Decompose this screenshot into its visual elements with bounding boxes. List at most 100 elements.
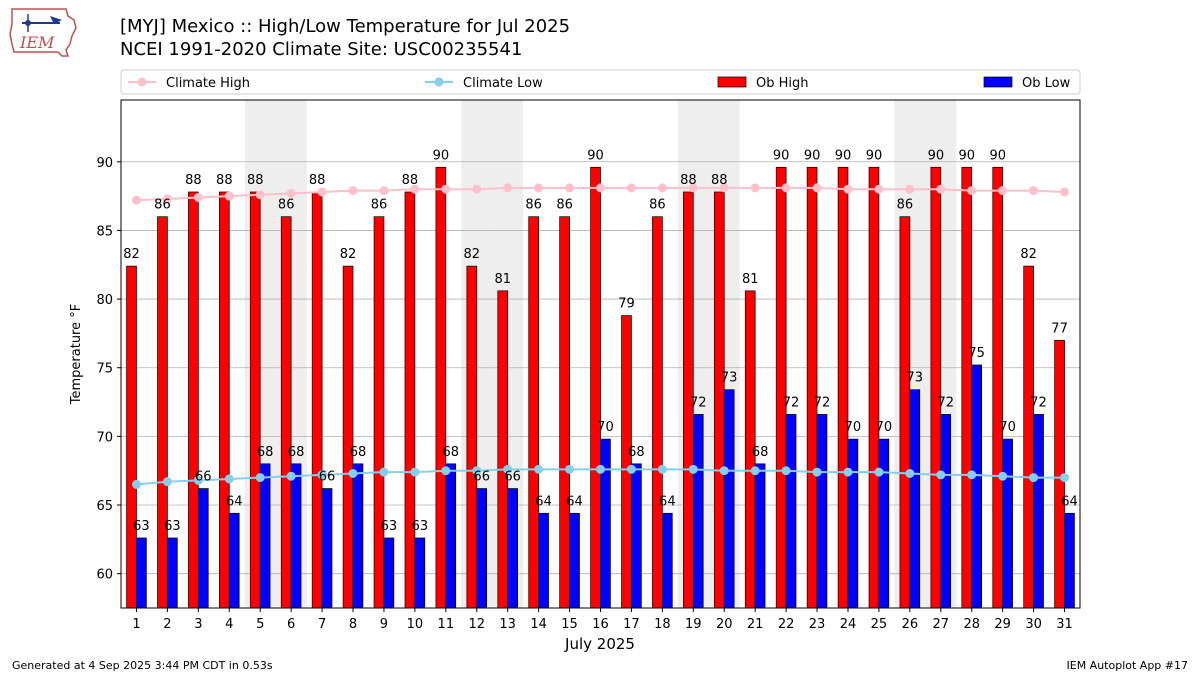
x-axis-label: July 2025 <box>564 635 635 653</box>
climate-low-point <box>657 464 667 474</box>
ob-high-label: 82 <box>1020 247 1037 262</box>
chart-subtitle: NCEI 1991-2020 Climate Site: USC00235541 <box>120 39 523 60</box>
climate-high-point <box>348 186 358 196</box>
ob-low-label: 68 <box>350 445 367 460</box>
ob-high-label: 86 <box>556 198 573 213</box>
climate-high-point <box>688 183 698 193</box>
ob-high-label: 81 <box>742 272 759 287</box>
ob-low-bar <box>383 537 395 609</box>
ob-low-label: 70 <box>999 420 1016 435</box>
ob-high-bar <box>188 191 199 609</box>
climate-low-point <box>750 466 760 476</box>
x-tick-label: 12 <box>468 617 485 632</box>
ob-low-label: 64 <box>535 494 552 509</box>
ob-low-bar <box>228 512 240 609</box>
x-tick-label: 26 <box>902 617 919 632</box>
ob-high-bar <box>497 290 509 609</box>
x-tick-label: 20 <box>716 617 733 632</box>
climate-high-point <box>626 183 636 193</box>
ob-high-bar <box>899 216 911 609</box>
ob-high-label: 88 <box>216 173 233 188</box>
ob-low-label: 72 <box>783 395 800 410</box>
ob-high-bar <box>713 191 725 609</box>
climate-low-point <box>626 464 636 474</box>
ob-high-bar <box>528 216 539 609</box>
ob-low-label: 63 <box>412 519 429 534</box>
x-tick-label: 13 <box>499 617 516 632</box>
climate-high-point <box>565 183 575 193</box>
x-tick-label: 18 <box>654 617 671 632</box>
ob-low-bar <box>878 438 890 609</box>
ob-low-bar <box>940 414 952 609</box>
ob-high-bar <box>621 315 632 609</box>
ob-low-bar <box>816 414 828 609</box>
climate-high-point <box>441 184 451 194</box>
climate-low-point <box>688 464 698 474</box>
climate-low-point <box>812 467 822 477</box>
ob-high-bar <box>590 166 601 609</box>
chart-title: [MYJ] Mexico :: High/Low Temperature for… <box>120 16 571 37</box>
climate-high-point <box>503 183 513 193</box>
ob-high-label: 82 <box>464 247 481 262</box>
climate-low-point <box>998 471 1008 481</box>
climate-low-point <box>224 474 234 484</box>
ob-high-label: 90 <box>959 148 976 163</box>
x-tick-label: 16 <box>592 617 609 632</box>
climate-high-point <box>410 184 420 194</box>
x-tick-label: 4 <box>225 617 233 632</box>
ob-high-bar <box>775 166 787 609</box>
climate-high-point <box>657 183 667 193</box>
ob-high-bar <box>652 216 663 609</box>
legend-label: Ob Low <box>1022 76 1071 91</box>
x-tick-label: 7 <box>318 617 326 632</box>
legend-label: Climate Low <box>463 76 543 91</box>
ob-high-label: 82 <box>123 247 140 262</box>
climate-low-point <box>410 467 420 477</box>
bars <box>126 166 1075 609</box>
ob-high-bar <box>219 191 230 609</box>
climate-high-point <box>534 183 544 193</box>
x-tick-label: 21 <box>747 617 764 632</box>
ob-low-bar <box>785 414 797 609</box>
climate-low-point <box>534 464 544 474</box>
ob-low-label: 64 <box>659 494 676 509</box>
ob-high-bar <box>157 216 168 609</box>
climate-low-point <box>905 468 915 478</box>
climate-low-point <box>874 467 884 477</box>
climate-high-point <box>224 191 234 201</box>
climate-low-point <box>348 468 358 478</box>
ob-high-label: 79 <box>618 297 635 312</box>
x-tick-label: 17 <box>623 617 640 632</box>
ob-low-label: 68 <box>442 445 459 460</box>
logo-text: IEM <box>19 33 55 52</box>
ob-high-label: 86 <box>154 198 171 213</box>
x-tick-label: 19 <box>685 617 702 632</box>
climate-high-point <box>1060 187 1070 197</box>
ob-high-bar <box>249 191 261 609</box>
ob-low-label: 72 <box>814 395 831 410</box>
ob-low-bar <box>662 512 673 609</box>
ob-high-bar <box>435 166 447 609</box>
climate-high-point <box>967 186 977 196</box>
x-tick-label: 2 <box>163 617 171 632</box>
ob-low-label: 70 <box>876 420 893 435</box>
x-tick-label: 6 <box>287 617 295 632</box>
climate-high-point <box>1029 186 1039 196</box>
climate-high-point <box>998 186 1008 196</box>
ob-high-label: 88 <box>247 173 264 188</box>
ob-high-bar <box>466 265 478 609</box>
climate-low-point <box>255 473 265 483</box>
x-tick-label: 15 <box>561 617 578 632</box>
ob-high-label: 90 <box>835 148 852 163</box>
ob-low-bar <box>1002 438 1013 609</box>
climate-high-point <box>379 186 389 196</box>
climate-low-point <box>441 466 451 476</box>
legend-label: Ob High <box>756 76 809 91</box>
x-tick-label: 11 <box>438 617 455 632</box>
ob-high-label: 77 <box>1051 321 1068 336</box>
ob-high-bar <box>373 216 385 609</box>
ob-high-label: 90 <box>433 148 450 163</box>
ob-low-bar <box>754 463 766 609</box>
y-tick-label: 70 <box>96 430 113 445</box>
